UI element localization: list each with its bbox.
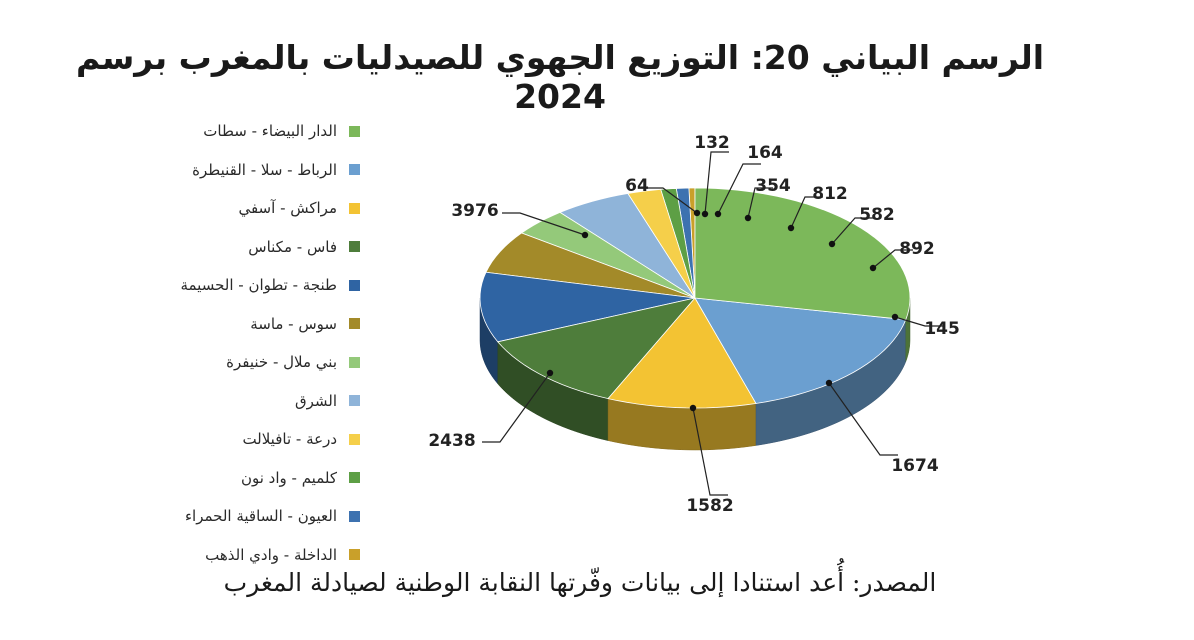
legend-item: طنجة - تطوان - الحسيمة (160, 266, 360, 305)
leader-line (747, 187, 773, 219)
legend-label: الشرق (294, 391, 337, 410)
legend-item: العيون - الساقية الحمراء (160, 497, 360, 536)
data-label: 892 (899, 239, 935, 259)
leader-line (645, 187, 698, 214)
legend-label: الرباط - سلا - القنيطرة (192, 160, 337, 179)
legend-swatch (349, 472, 360, 484)
legend-label: درعة - تافيلالت (242, 430, 337, 449)
data-label: 1674 (891, 456, 938, 476)
legend-item: الرباط - سلا - القنيطرة (160, 151, 360, 190)
legend-swatch (349, 164, 360, 176)
legend-label: كلميم - واد نون (240, 468, 337, 487)
leader-line (894, 316, 943, 327)
legend-item: سوس - ماسة (160, 305, 360, 344)
legend-item: مراكش - آسفي (160, 189, 360, 228)
legend-swatch (349, 433, 360, 445)
legend-item: كلميم - واد نون (160, 459, 360, 498)
legend-swatch (349, 549, 360, 561)
pie-slice (485, 232, 696, 299)
legend-label: العيون - الساقية الحمراء (185, 507, 337, 526)
leader-line (872, 249, 913, 269)
legend-label: الداخلة - وادي الذهب (205, 545, 337, 564)
legend-label: مراكش - آسفي (238, 199, 337, 218)
pie-slice (479, 271, 696, 343)
leader-line (717, 163, 761, 215)
leader-dot (869, 264, 877, 272)
leader-dot (787, 224, 795, 232)
legend-swatch (349, 202, 360, 214)
data-label: 2438 (428, 431, 475, 451)
chart-title: الرسم البياني 20: التوزيع الجهوي للصيدلي… (75, 38, 1045, 116)
leader-dot (581, 231, 589, 239)
legend-swatch (349, 125, 360, 137)
data-label: 64 (625, 176, 649, 196)
data-label: 812 (812, 184, 848, 204)
legend-label: طنجة - تطوان - الحسيمة (180, 276, 337, 295)
legend-swatch (349, 241, 360, 253)
pie-slice (694, 297, 907, 404)
legend-label: الدار البيضاء - سطات (203, 122, 337, 141)
leader-dot (828, 240, 836, 248)
leader-dot (744, 214, 752, 222)
leader-line (704, 151, 729, 215)
leader-dot (693, 209, 701, 217)
leader-line (831, 217, 873, 245)
data-label: 164 (747, 143, 783, 163)
legend-item: درعة - تافيلالت (160, 420, 360, 459)
legend-label: سوس - ماسة (250, 314, 337, 333)
legend-label: بني ملال - خنيفرة (226, 353, 337, 372)
source-note: المصدر: أُعد استنادا إلى بيانات وفّرتها … (223, 568, 937, 597)
legend-swatch (349, 356, 360, 368)
legend-swatch (349, 395, 360, 407)
legend-item: الدار البيضاء - سطات (160, 112, 360, 151)
legend-swatch (349, 279, 360, 291)
leader-line (692, 407, 728, 496)
data-label: 132 (694, 133, 730, 153)
leader-dot (891, 313, 899, 321)
leader-dot (825, 379, 833, 387)
chart-legend: الدار البيضاء - سطات الرباط - سلا - القني… (160, 112, 360, 574)
data-label: 3976 (451, 201, 498, 221)
legend-label: فاس - مكناس (248, 237, 337, 256)
leader-dot (546, 369, 554, 377)
data-label: 1582 (686, 496, 733, 516)
data-label: 582 (859, 205, 895, 225)
legend-item: الداخلة - وادي الذهب (160, 536, 360, 575)
legend-swatch (349, 318, 360, 330)
pie-slice (520, 211, 696, 299)
legend-swatch (349, 510, 360, 522)
leader-line (502, 212, 586, 236)
legend-item: فاس - مكناس (160, 228, 360, 267)
legend-item: الشرق (160, 382, 360, 421)
legend-item: بني ملال - خنيفرة (160, 343, 360, 382)
leader-line (790, 196, 823, 229)
leader-line (828, 382, 898, 456)
pie-slice (559, 193, 696, 299)
leader-line (482, 372, 551, 443)
leader-dot (701, 210, 709, 218)
leader-dot (714, 210, 722, 218)
leader-dot (689, 404, 697, 412)
data-label: 354 (755, 176, 791, 196)
pie-slice (607, 297, 757, 409)
